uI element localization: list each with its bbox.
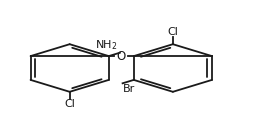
Text: O: O xyxy=(117,50,126,63)
Text: Cl: Cl xyxy=(65,99,76,109)
Text: Cl: Cl xyxy=(167,27,178,37)
Text: Br: Br xyxy=(123,84,136,94)
Text: NH$_2$: NH$_2$ xyxy=(95,38,117,52)
